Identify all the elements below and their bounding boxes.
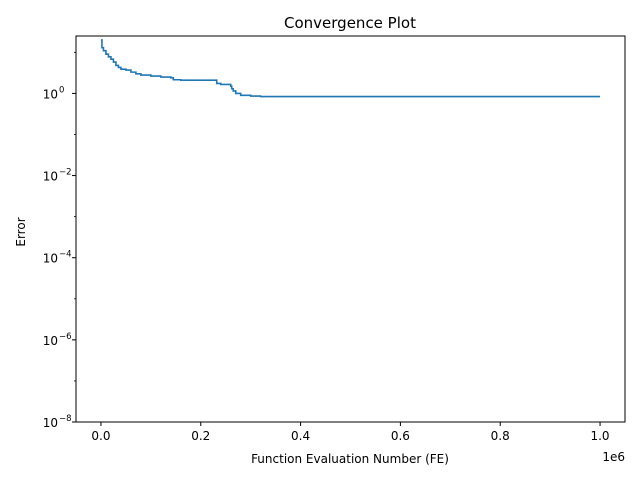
x-tick-label: 1.0 xyxy=(590,429,609,443)
y-tick-exponent: −4 xyxy=(59,250,72,260)
y-tick-label: 10 xyxy=(43,87,58,101)
x-tick-label: 0.2 xyxy=(191,429,210,443)
series-line-0 xyxy=(100,39,601,98)
x-offset-label: 1e6 xyxy=(602,450,625,464)
x-tick-label: 0.6 xyxy=(391,429,410,443)
y-tick-exponent: −6 xyxy=(59,332,72,342)
x-tick-label: 0.0 xyxy=(91,429,110,443)
y-tick-label: 10 xyxy=(43,416,58,430)
y-tick-label: 10 xyxy=(43,334,58,348)
x-tick-label: 0.8 xyxy=(491,429,510,443)
y-tick-exponent: 0 xyxy=(59,85,64,95)
y-tick-label: 10 xyxy=(43,252,58,266)
y-tick-exponent: −8 xyxy=(59,414,72,424)
axes-frame xyxy=(75,35,626,423)
y-tick-label: 10 xyxy=(43,170,58,184)
x-axis-label: Function Evaluation Number (FE) xyxy=(251,452,449,466)
y-tick-exponent: −2 xyxy=(59,168,72,178)
y-axis-label: Error xyxy=(14,217,28,246)
chart-title: Convergence Plot xyxy=(284,14,416,32)
x-tick-label: 0.4 xyxy=(291,429,310,443)
plot-area xyxy=(100,39,601,98)
x-axis: 0.0 0.2 0.4 0.6 0.8 1.0 xyxy=(91,422,610,443)
